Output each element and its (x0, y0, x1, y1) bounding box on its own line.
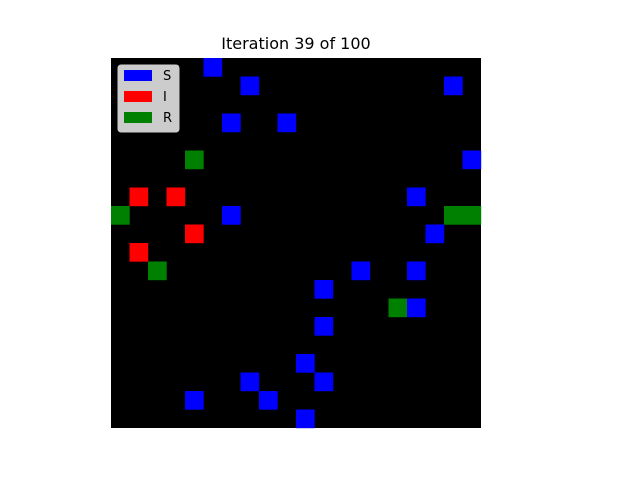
cell-s-24 (296, 354, 315, 373)
cell-i-8 (166, 187, 186, 207)
cell-s-18 (351, 261, 371, 281)
cell-s-22 (407, 298, 426, 318)
cell-s-0 (203, 58, 223, 77)
cell-s-2 (444, 76, 463, 96)
cell-r-5 (185, 150, 204, 170)
legend-swatch-s (124, 70, 152, 81)
legend-swatch-r (124, 112, 152, 123)
cell-s-25 (240, 372, 260, 392)
cell-i-14 (185, 224, 204, 244)
chart-title: Iteration 39 of 100 (221, 34, 370, 53)
cell-r-12 (444, 206, 463, 225)
cell-s-4 (277, 113, 297, 133)
cell-s-19 (407, 261, 426, 281)
legend-swatch-i (124, 91, 152, 102)
cell-s-23 (314, 317, 334, 336)
cell-r-17 (148, 261, 167, 281)
legend-items: SIR (124, 69, 172, 126)
cell-s-3 (222, 113, 241, 133)
cell-s-11 (222, 206, 241, 225)
cell-r-21 (388, 298, 408, 318)
legend-label-i: I (163, 90, 167, 105)
cell-s-6 (462, 150, 482, 170)
cell-i-16 (129, 243, 149, 262)
cell-i-7 (129, 187, 149, 207)
cell-r-13 (462, 206, 482, 225)
legend-label-r: R (163, 111, 172, 126)
cell-s-28 (259, 391, 278, 410)
cell-s-29 (296, 409, 315, 429)
cell-s-15 (425, 224, 445, 244)
cell-s-26 (314, 372, 334, 392)
cell-r-10 (111, 206, 130, 225)
cell-s-1 (240, 76, 260, 96)
legend: SIR (117, 64, 180, 133)
cell-s-20 (314, 280, 334, 299)
cell-s-9 (407, 187, 426, 207)
cell-s-27 (185, 391, 204, 410)
cells-layer (111, 58, 482, 429)
legend-label-s: S (163, 69, 171, 84)
